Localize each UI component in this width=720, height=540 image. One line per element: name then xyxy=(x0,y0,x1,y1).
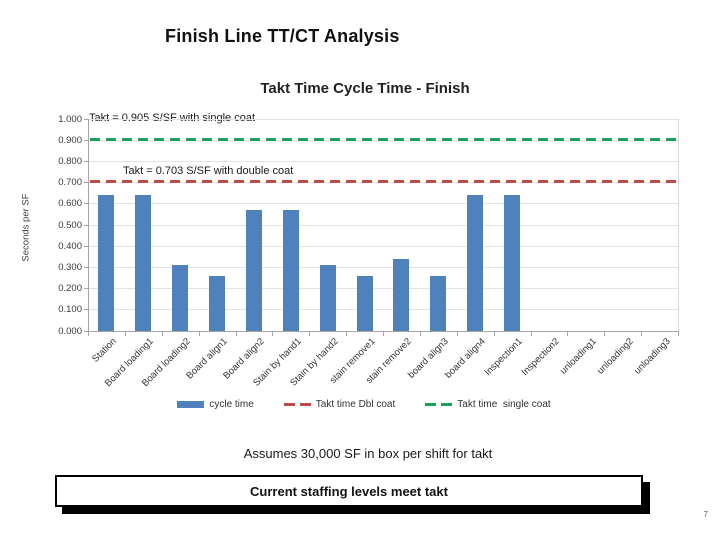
x-axis-tick xyxy=(456,332,458,336)
dashed-line-single-coat xyxy=(90,137,678,141)
plot-right-border xyxy=(678,119,679,331)
legend-dash-swatch xyxy=(425,403,453,406)
y-gridline xyxy=(88,160,678,162)
y-tick-label: 0.400 xyxy=(58,240,82,252)
x-axis-tick xyxy=(88,332,89,336)
y-axis-tick xyxy=(84,245,88,247)
x-axis-tick xyxy=(346,332,348,336)
y-axis-tick xyxy=(84,118,88,120)
y-tick-label: 0.000 xyxy=(58,325,82,337)
legend-item: Takt time single coat xyxy=(425,399,551,410)
bar-board-loading2 xyxy=(172,265,189,331)
bar-stain-by-hand2 xyxy=(319,265,336,331)
x-axis-line xyxy=(88,331,679,332)
legend-dash-swatch xyxy=(283,403,311,406)
x-axis-tick xyxy=(567,332,569,336)
y-tick-label: 0.300 xyxy=(58,261,82,273)
slide-title: Finish Line TT/CT Analysis xyxy=(165,26,400,46)
bar-board-align4 xyxy=(467,195,484,331)
x-axis-tick xyxy=(272,332,274,336)
footnote-text: Assumes 30,000 SF in box per shift for t… xyxy=(243,446,493,461)
y-gridline xyxy=(88,266,678,268)
y-tick-label: 0.600 xyxy=(58,198,82,210)
y-tick-label: 1.000 xyxy=(58,113,82,125)
x-axis-tick xyxy=(198,332,200,336)
bar-board-align3 xyxy=(430,275,447,331)
x-category-label: unloading1 xyxy=(557,336,599,377)
legend-label: cycle time xyxy=(209,399,254,410)
y-gridline xyxy=(88,309,678,311)
bar-board-loading1 xyxy=(135,195,152,331)
x-axis-tick xyxy=(678,332,679,336)
x-category-label: unloading3 xyxy=(631,336,673,377)
legend-item: Takt time Dbl coat xyxy=(283,399,396,410)
x-category-label: Inspection1 xyxy=(482,336,525,379)
legend-label: Takt time Dbl coat xyxy=(315,399,396,410)
chart-title: Takt Time Cycle Time - Finish xyxy=(260,80,470,97)
y-axis-line xyxy=(88,119,89,331)
legend-item: cycle time xyxy=(177,399,254,410)
x-axis-tick xyxy=(604,332,606,336)
y-axis-tick xyxy=(84,266,88,268)
y-tick-label: 0.100 xyxy=(58,304,82,316)
x-axis-tick xyxy=(124,332,126,336)
legend-bar-swatch xyxy=(177,401,205,408)
y-gridline xyxy=(88,224,678,226)
x-axis-tick xyxy=(493,332,495,336)
y-tick-label: 0.900 xyxy=(58,134,82,146)
x-axis-tick xyxy=(235,332,237,336)
page-number: 7 xyxy=(703,510,708,519)
y-gridline xyxy=(88,118,678,120)
annotation-double-coat-takt: Takt = 0.703 S/SF with double coat xyxy=(120,165,297,178)
bar-stain-remove1 xyxy=(356,275,373,331)
y-tick-label: 0.500 xyxy=(58,219,82,231)
x-category-label: Inspection2 xyxy=(519,336,562,379)
y-gridline xyxy=(88,203,678,205)
x-axis-tick xyxy=(383,332,384,336)
bar-stain-remove2 xyxy=(393,258,410,331)
y-axis-tick xyxy=(84,203,88,205)
bar-station xyxy=(98,195,115,331)
x-axis-tick xyxy=(309,332,311,336)
y-gridline xyxy=(88,245,678,247)
x-axis-tick xyxy=(161,332,163,336)
y-axis-tick xyxy=(84,309,88,311)
bar-board-align2 xyxy=(245,210,262,331)
x-axis-tick xyxy=(419,332,421,336)
x-axis-tick xyxy=(530,332,532,336)
y-axis-tick xyxy=(84,160,88,162)
y-axis-tick xyxy=(84,182,88,184)
x-axis-tick xyxy=(641,332,643,336)
legend-label: Takt time single coat xyxy=(457,399,551,410)
callout-text: Current staffing levels meet takt xyxy=(250,483,448,499)
chart-legend: cycle time Takt time Dbl coat Takt time si… xyxy=(88,399,640,410)
bar-inspection1 xyxy=(504,195,521,331)
y-axis-tick xyxy=(84,224,88,226)
y-tick-label: 0.200 xyxy=(58,283,82,295)
y-axis-tick xyxy=(84,330,88,332)
x-category-label: Station xyxy=(90,336,120,365)
x-category-label: unloading2 xyxy=(594,336,636,377)
y-tick-label: 0.700 xyxy=(58,177,82,189)
y-axis-tick xyxy=(84,139,88,141)
y-tick-label: 0.800 xyxy=(58,155,82,167)
y-axis-tick xyxy=(84,288,88,290)
y-gridline xyxy=(88,288,678,290)
bar-stain-by-hand1 xyxy=(282,210,299,331)
callout-box: Current staffing levels meet takt xyxy=(55,475,643,507)
dashed-line-double-coat xyxy=(90,180,678,184)
bar-board-align1 xyxy=(209,275,226,331)
